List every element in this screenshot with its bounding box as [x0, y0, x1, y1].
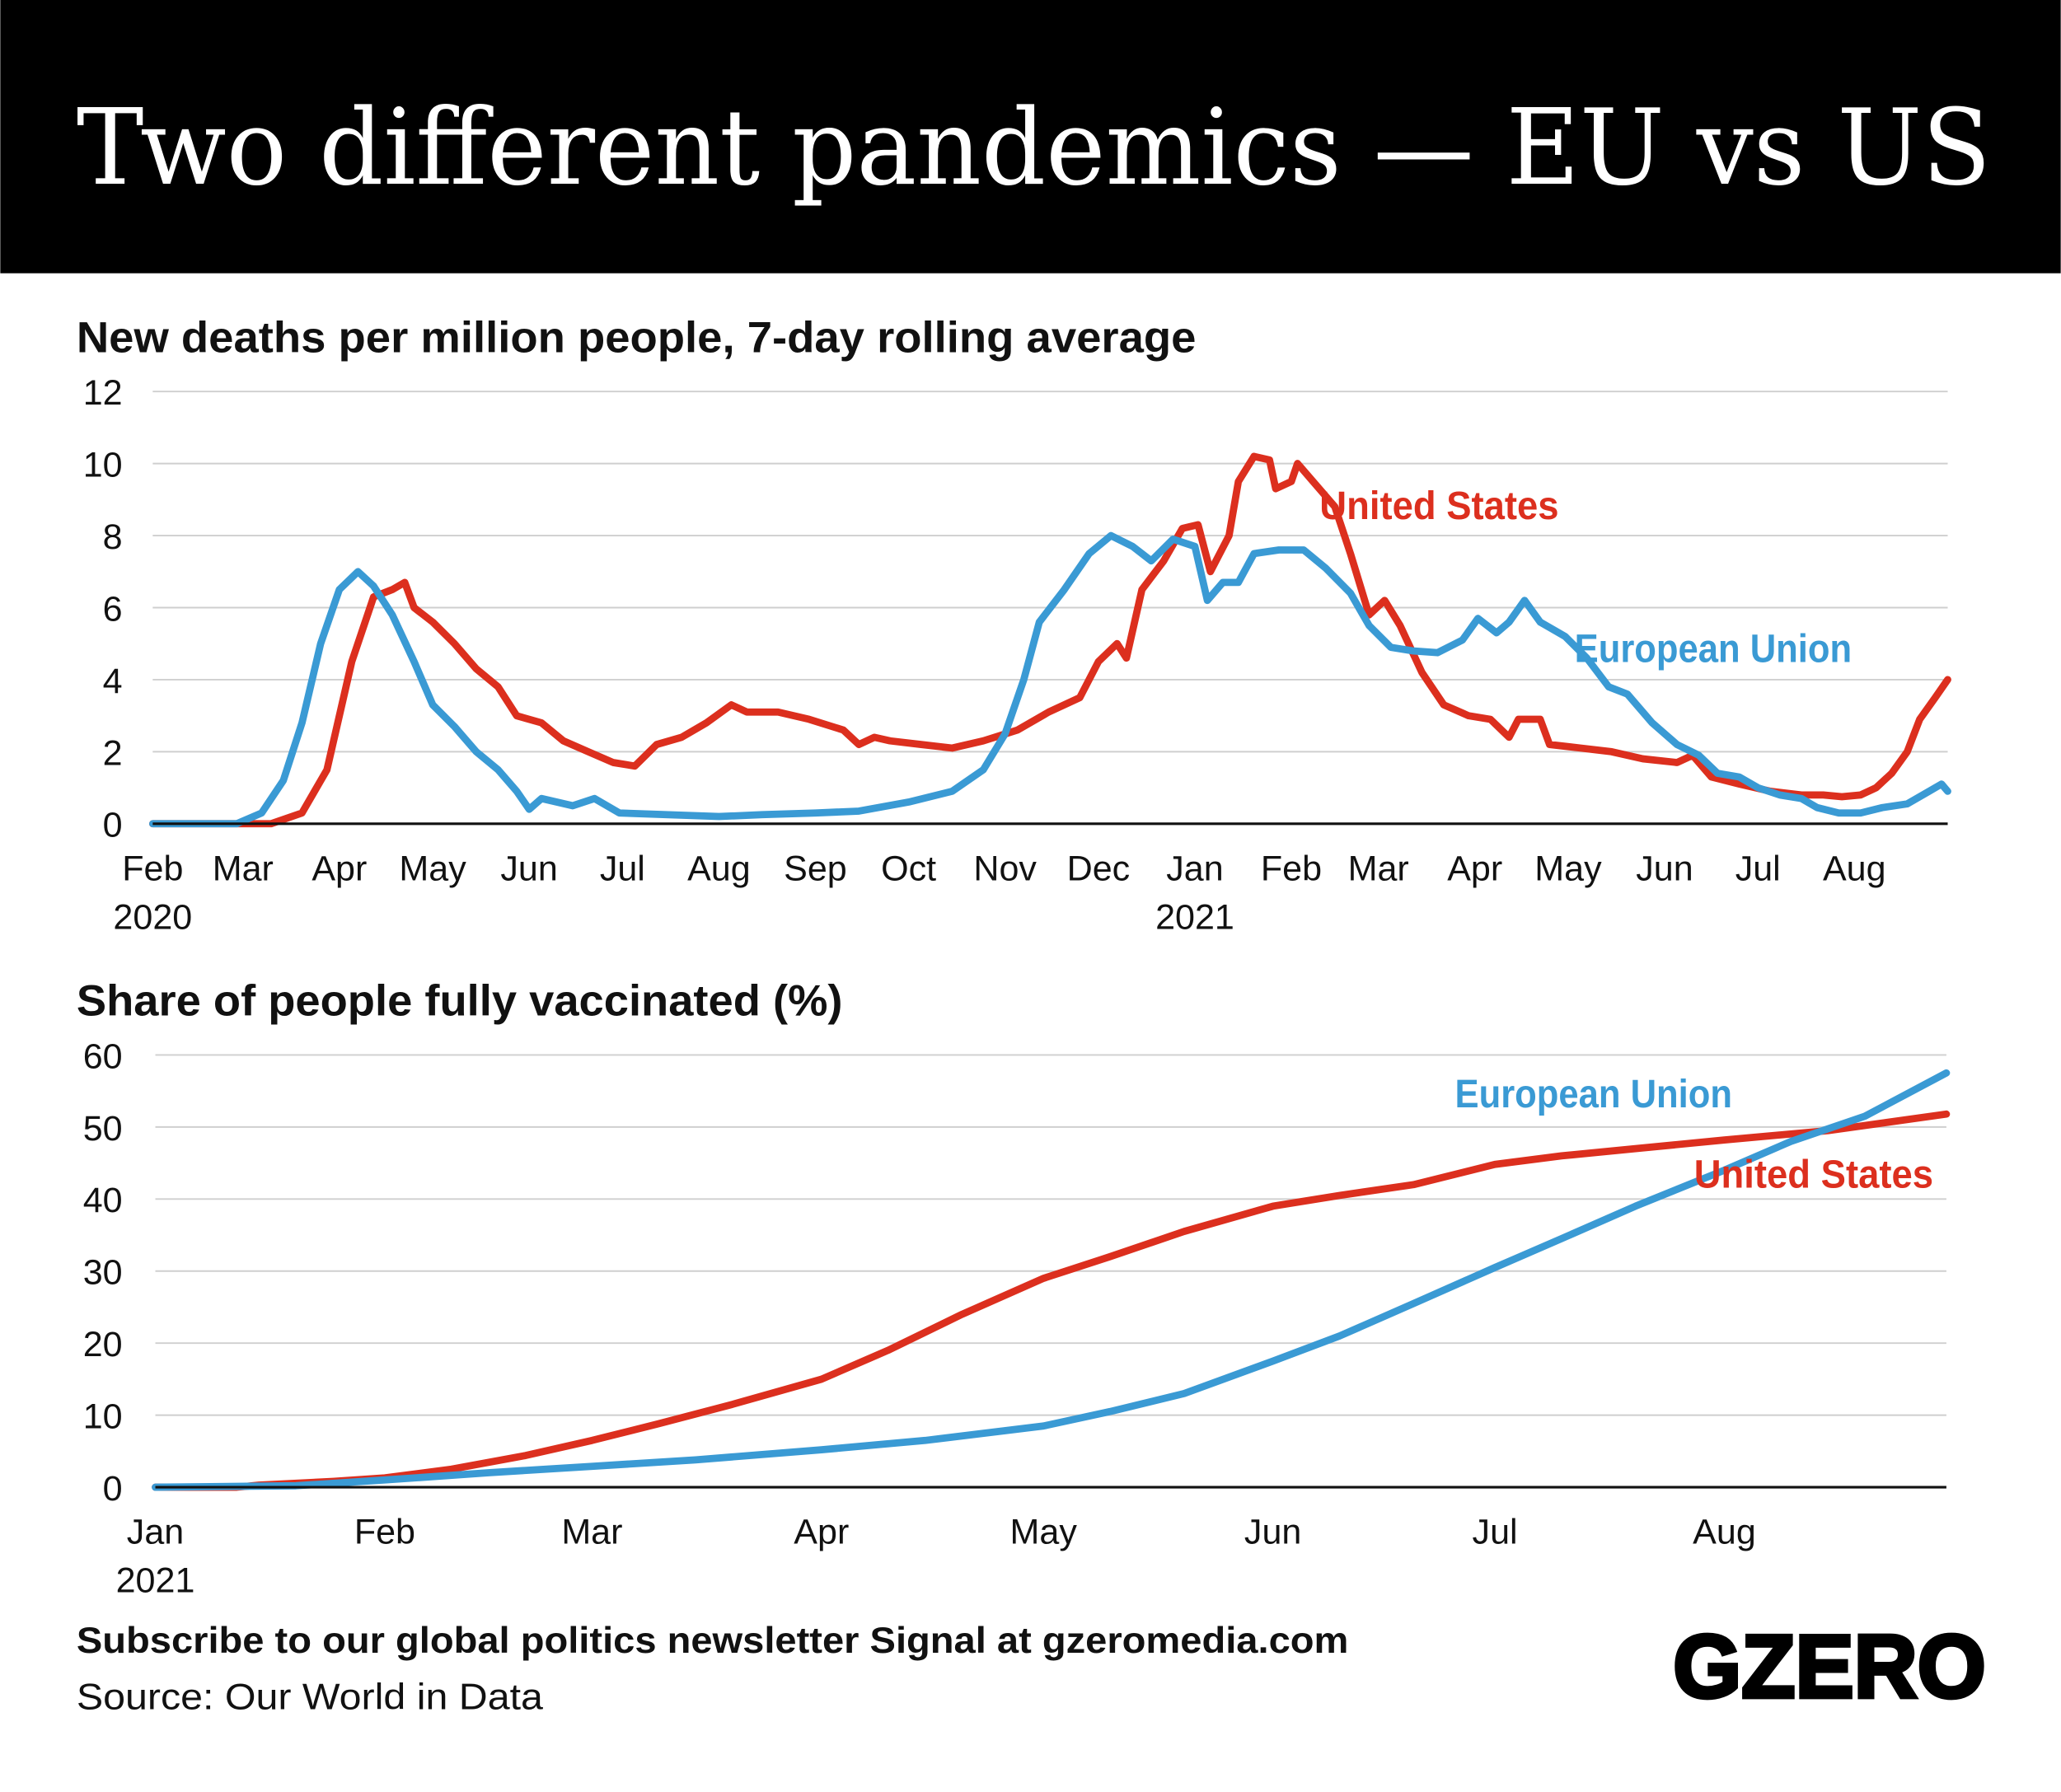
x-tick-label: Mar: [213, 849, 274, 888]
chart1-label-eu: European Union: [1575, 628, 1852, 671]
x-tick-label: Jul: [1473, 1513, 1518, 1552]
series-line-united-states: [148, 452, 1951, 828]
gzero-logo: GZERO: [1673, 1617, 1986, 1716]
chart1-label-us: United States: [1319, 484, 1558, 528]
y-tick-label: 6: [103, 589, 123, 629]
source-text: Source: Our World in Data: [77, 1677, 543, 1718]
x-tick-label: Aug: [1693, 1513, 1756, 1552]
chart2-title: Share of people fully vaccinated (%): [77, 977, 843, 1026]
y-tick-label: 50: [83, 1109, 123, 1149]
y-tick-label: 2: [103, 733, 123, 773]
vaccination-chart: 0 10 20 30 40 50 60 Jan 2021 Feb Mar Apr May Jun Jul Au…: [83, 1036, 1951, 1601]
y-tick-label: 0: [103, 806, 123, 845]
chart2-label-us: United States: [1694, 1153, 1933, 1196]
x-tick-label: Apr: [794, 1513, 849, 1552]
y-tick-label: 8: [103, 517, 123, 557]
x-tick-label: Jul: [1735, 849, 1781, 888]
x-tick-label: Dec: [1067, 849, 1131, 888]
y-tick-label: 12: [83, 373, 123, 413]
series-line-european-union: [152, 1069, 1951, 1491]
y-tick-label: 10: [83, 1397, 123, 1437]
y-tick-label: 4: [103, 662, 123, 701]
x-tick-label: May: [399, 849, 466, 888]
x-tick-label: Jun: [500, 849, 557, 888]
x-tick-label: Sep: [784, 849, 847, 888]
x-tick-label: Aug: [687, 849, 751, 888]
x-tick-label: Jan: [127, 1513, 184, 1552]
x-tick-label: Feb: [122, 849, 183, 888]
chart1-title: New deaths per million people, 7-day rol…: [77, 313, 1197, 362]
x-tick-label: Mar: [1348, 849, 1409, 888]
x-tick-label: Jul: [600, 849, 645, 888]
x-tick-label: Apr: [1447, 849, 1502, 888]
x-tick-label: Aug: [1823, 849, 1886, 888]
x-tick-label: Jan: [1166, 849, 1223, 888]
x-tick-label: May: [1534, 849, 1602, 888]
deaths-chart: 0 2 4 6 8 10 12 Feb 2020 Mar Apr May Jun Jul Aug Sep Oct…: [83, 373, 1951, 937]
header-background: [0, 0, 2061, 274]
y-tick-label: 0: [103, 1469, 123, 1509]
x-tick-label: Jun: [1244, 1513, 1301, 1552]
y-tick-label: 10: [83, 446, 123, 485]
x-tick-year-label: 2021: [1155, 897, 1234, 937]
x-tick-label: Nov: [973, 849, 1037, 888]
y-tick-label: 60: [83, 1036, 123, 1076]
x-tick-label: Jun: [1636, 849, 1693, 888]
x-tick-label: Mar: [561, 1513, 622, 1552]
y-tick-label: 30: [83, 1253, 123, 1293]
y-tick-label: 40: [83, 1181, 123, 1220]
x-tick-label: May: [1010, 1513, 1078, 1552]
series-line-united-states: [152, 1110, 1951, 1491]
x-tick-label: Feb: [1261, 849, 1322, 888]
page-title: Two different pandemics — EU vs US: [77, 87, 1991, 209]
x-tick-year-label: 2021: [116, 1561, 195, 1601]
x-tick-label: Oct: [881, 849, 936, 888]
chart2-label-eu: European Union: [1455, 1073, 1732, 1116]
subscribe-text[interactable]: Subscribe to our global politics newslet…: [77, 1621, 1349, 1661]
y-tick-label: 20: [83, 1325, 123, 1364]
x-tick-label: Feb: [354, 1513, 415, 1552]
series-line-european-union: [148, 531, 1951, 828]
x-tick-year-label: 2020: [113, 897, 192, 937]
x-tick-label: Apr: [311, 849, 367, 888]
